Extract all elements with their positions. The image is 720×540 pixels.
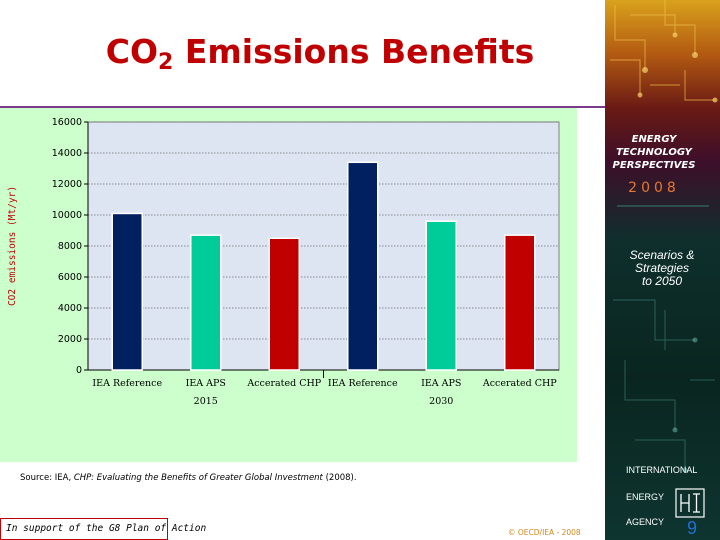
copyright-notice: © OECD/IEA - 2008	[508, 528, 581, 537]
y-tick-label: 2000	[58, 334, 82, 345]
x-category-label: Accerated CHP	[246, 378, 321, 389]
y-tick-label: 8000	[58, 241, 82, 252]
energy-technology-perspectives-heading: ENERGY TECHNOLOGY PERSPECTIVES	[612, 134, 696, 171]
x-category-label: IEA Reference	[92, 378, 162, 389]
iea-name-line-3: AGENCY	[626, 517, 665, 527]
bar	[190, 234, 222, 371]
y-tick-label: 0	[76, 365, 82, 376]
bar	[111, 212, 143, 371]
y-tick-label: 10000	[52, 210, 82, 221]
y-tick-label: 16000	[52, 117, 82, 128]
side-decor-panel	[605, 0, 720, 540]
circuit-pattern-graphic	[610, 0, 718, 473]
y-tick-label: 4000	[58, 303, 82, 314]
co2-emissions-bar-chart: 0 2000 4000 6000 8000 10000 12000 14000 16000 CO2…	[7, 117, 560, 407]
x-category-label: IEA Reference	[328, 378, 398, 389]
scenarios-caption: Scenarios & Strategies to 2050	[629, 248, 695, 288]
y-tick-label: 14000	[52, 148, 82, 159]
y-tick-label: 6000	[58, 272, 82, 283]
x-group-label: 2015	[194, 396, 218, 407]
bar	[268, 237, 300, 371]
x-group-label: 2030	[429, 396, 453, 407]
slide-title: CO2 Emissions Benefits	[105, 32, 535, 75]
x-category-label: IEA APS	[421, 378, 461, 389]
g8-support-label: In support of the G8 Plan of Action	[0, 518, 206, 540]
source-citation: Source: IEA, CHP: Evaluating the Benefit…	[20, 473, 357, 483]
iea-name-line-2: ENERGY	[626, 492, 665, 502]
page-number: 9	[686, 518, 697, 538]
iea-name-line-1: INTERNATIONAL	[626, 465, 698, 475]
bar	[504, 234, 536, 371]
bar	[347, 161, 379, 371]
title-divider	[0, 106, 605, 108]
iea-logo-icon	[675, 488, 705, 518]
bar	[425, 220, 457, 371]
x-category-label: Accerated CHP	[482, 378, 557, 389]
y-tick-label: 12000	[52, 179, 82, 190]
x-category-label: IEA APS	[186, 378, 226, 389]
publication-year: 2008	[628, 180, 680, 196]
y-axis-title: CO2 emissions (Mt/yr)	[7, 186, 18, 306]
